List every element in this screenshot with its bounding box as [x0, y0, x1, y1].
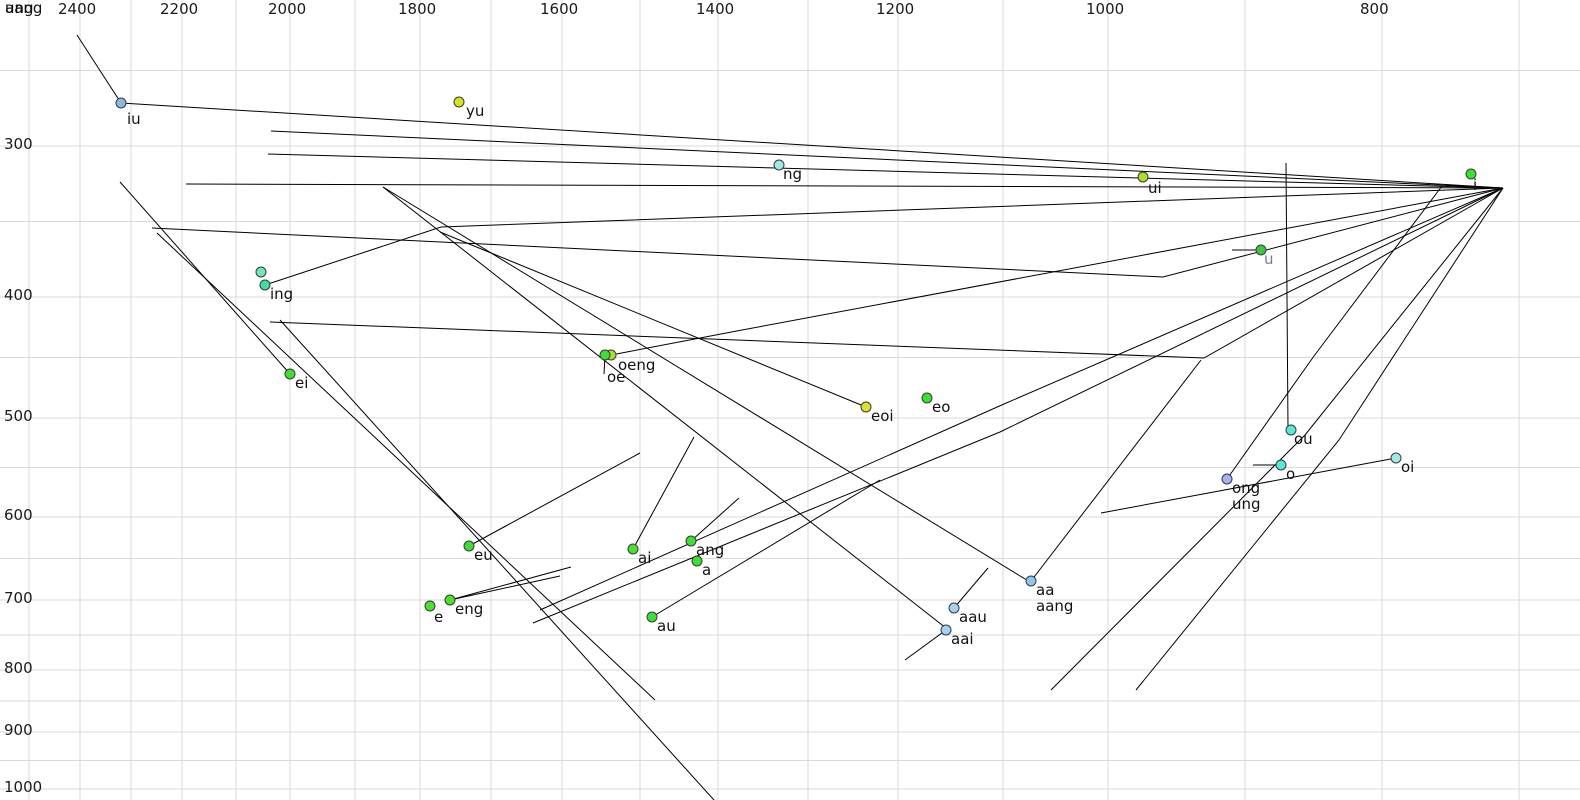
vowel-point-aau[interactable]: [948, 602, 960, 614]
trajectory-aai-left: [904, 629, 947, 661]
vowel-point-unlabeled[interactable]: [255, 266, 267, 278]
vowel-point-oe[interactable]: [599, 349, 611, 361]
trajectory-ng-line3: [267, 153, 1504, 189]
x-tick-label-1200: 1200: [876, 0, 915, 18]
vowel-point-i[interactable]: [1465, 168, 1477, 180]
vowel-point-iu[interactable]: [115, 97, 127, 109]
trajectory-aa-up: [1030, 359, 1202, 582]
vowel-point-ou[interactable]: [1285, 424, 1297, 436]
vowel-point-au[interactable]: [646, 611, 658, 623]
trajectory-ong-up: [1226, 185, 1443, 480]
x-tick-label-1400: 1400: [696, 0, 735, 18]
vowel-point-eng[interactable]: [444, 594, 456, 606]
trajectory-au-up: [651, 479, 881, 618]
trajectory-ai-up: [632, 436, 695, 550]
trajectory-ang-up: [690, 497, 740, 542]
vowel-point-u[interactable]: [1255, 244, 1267, 256]
vowel-point-eo[interactable]: [921, 392, 933, 404]
vowel-point-ing[interactable]: [259, 279, 271, 291]
vowel-point-ng[interactable]: [773, 159, 785, 171]
x-tick-label-2200: 2200: [160, 0, 199, 18]
y-tick-label-500: 500: [4, 407, 33, 425]
vowel-point-eu[interactable]: [463, 540, 475, 552]
y-tick-label-300: 300: [4, 135, 33, 153]
trajectory-ou-vert: [1285, 162, 1289, 431]
trajectory-long-3: [539, 187, 1504, 611]
trajectory-long-4: [532, 187, 1504, 624]
y-tick-label-900: 900: [4, 721, 33, 739]
trajectory-eu-up: [468, 452, 641, 547]
trajectory-eng-up2: [449, 575, 561, 601]
vowel-point-yu[interactable]: [453, 96, 465, 108]
x-tick-label-1600: 1600: [540, 0, 579, 18]
vowel-point-aai[interactable]: [940, 624, 952, 636]
vowel-point-a[interactable]: [691, 555, 703, 567]
y-tick-label-700: 700: [4, 589, 33, 607]
y-tick-label-800: 800: [4, 659, 33, 677]
trajectory-down-2: [382, 186, 1031, 583]
x-tick-label-1800: 1800: [398, 0, 437, 18]
x-tick-label-2000: 2000: [268, 0, 307, 18]
trajectory-iu-out: [120, 102, 1504, 189]
vowel-point-eoi[interactable]: [860, 401, 872, 413]
trajectory-iu-in: [76, 34, 122, 104]
y-tick-label-600: 600: [4, 506, 33, 524]
vowel-point-o[interactable]: [1275, 459, 1287, 471]
trajectory-diag-c: [279, 319, 715, 800]
vowel-point-aa[interactable]: [1025, 575, 1037, 587]
vowel-point-ui[interactable]: [1137, 171, 1149, 183]
trajectory-ng-line1: [185, 183, 1504, 189]
trajectory-layer: [76, 34, 1504, 800]
trajectory-long-2: [269, 187, 1504, 359]
y-tick-label-400: 400: [4, 286, 33, 304]
trajectory-steep-2: [1135, 187, 1504, 691]
vowel-point-ei[interactable]: [284, 368, 296, 380]
vowel-point-oi[interactable]: [1390, 452, 1402, 464]
vowel-point-e[interactable]: [424, 600, 436, 612]
trajectory-ing-out: [264, 187, 1504, 286]
trajectory-eoi-up: [439, 231, 867, 408]
trajectory-long-1: [151, 187, 1504, 278]
trajectory-oi-line: [1100, 457, 1397, 514]
trajectory-aau-left: [953, 567, 989, 609]
trajectory-steep-1: [1050, 187, 1504, 691]
x-tick-label-1000: 1000: [1086, 0, 1125, 18]
trajectory-eng-up1: [449, 566, 572, 601]
vowel-point-ang[interactable]: [685, 535, 697, 547]
x-tick-label-2400: 2400: [58, 0, 97, 18]
trajectory-diag-b: [156, 232, 656, 701]
x-tick-label-800: 800: [1360, 0, 1389, 18]
vowel-point-ai[interactable]: [627, 543, 639, 555]
trajectory-ng-line2: [270, 130, 1504, 189]
y-tick-label-1000: 1000: [4, 778, 43, 796]
vowel-point-ong[interactable]: [1221, 473, 1233, 485]
trajectory-oeng-left: [610, 187, 1504, 356]
trajectory-down-1: [382, 186, 952, 633]
